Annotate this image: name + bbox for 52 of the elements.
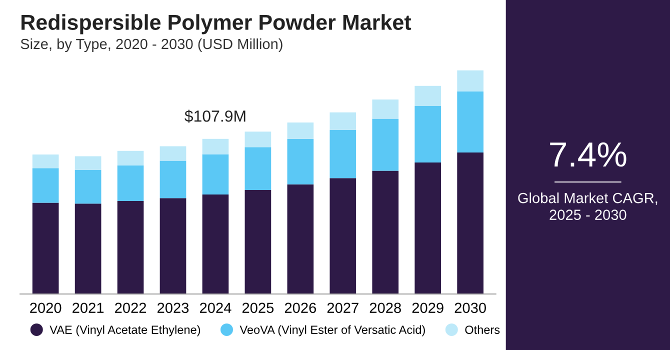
- x-tick-label: 2023: [158, 302, 189, 314]
- bar: [117, 150, 144, 166]
- bar: [160, 198, 186, 294]
- legend-label: VAE (Vinyl Acetate Ethylene): [50, 325, 200, 336]
- bar: [32, 168, 59, 203]
- bar: [244, 190, 272, 294]
- bar: [414, 86, 442, 106]
- bar: [74, 204, 102, 294]
- legend-label: VeoVA (Vinyl Ester of Versatic Acid): [240, 325, 425, 336]
- x-tick-label: 2022: [115, 302, 146, 314]
- bar: [372, 170, 399, 294]
- chart-subtitle: Size, by Type, 2020 - 2030 (USD Million): [20, 38, 282, 52]
- x-tick-label: 2028: [370, 302, 401, 314]
- bar: [287, 184, 314, 294]
- bar: [244, 147, 272, 190]
- bar: [457, 91, 484, 152]
- x-tick-label: 2021: [72, 302, 104, 314]
- x-tick-label: 2030: [454, 302, 486, 314]
- bar: [117, 165, 144, 201]
- x-tick-label: 2026: [284, 302, 316, 314]
- bar: [287, 138, 314, 184]
- bar: [330, 130, 356, 178]
- x-tick-label: 2025: [242, 302, 274, 314]
- bar: [202, 154, 229, 194]
- bar: [457, 152, 484, 294]
- x-tick-label: 2020: [30, 302, 62, 314]
- bar: [74, 156, 102, 170]
- bar: [160, 160, 186, 198]
- bar: [372, 99, 399, 119]
- bar: [457, 70, 484, 92]
- bar: [74, 170, 102, 204]
- bar: [244, 132, 272, 148]
- bar: [287, 122, 314, 139]
- bar: [414, 106, 442, 163]
- bar: [330, 178, 356, 294]
- chart-title: Redispersible Polymer Powder Market: [22, 14, 412, 34]
- text: 7.4%: [550, 142, 626, 167]
- annotation: $107.9M: [184, 110, 246, 123]
- bar: [414, 162, 442, 294]
- bar: [330, 112, 356, 130]
- text: Global Market CAGR, 2025 - 2030: [518, 192, 658, 220]
- bar: [32, 154, 59, 168]
- x-tick-label: 2029: [412, 302, 444, 314]
- bar: [117, 200, 144, 294]
- bar: [160, 146, 186, 161]
- bar: [202, 194, 229, 294]
- x-tick-label: 2024: [200, 302, 232, 314]
- bar: [202, 138, 229, 154]
- bar: [372, 118, 399, 171]
- legend-label: Others: [465, 325, 500, 334]
- bar: [32, 202, 59, 294]
- x-tick-label: 2027: [327, 302, 358, 314]
